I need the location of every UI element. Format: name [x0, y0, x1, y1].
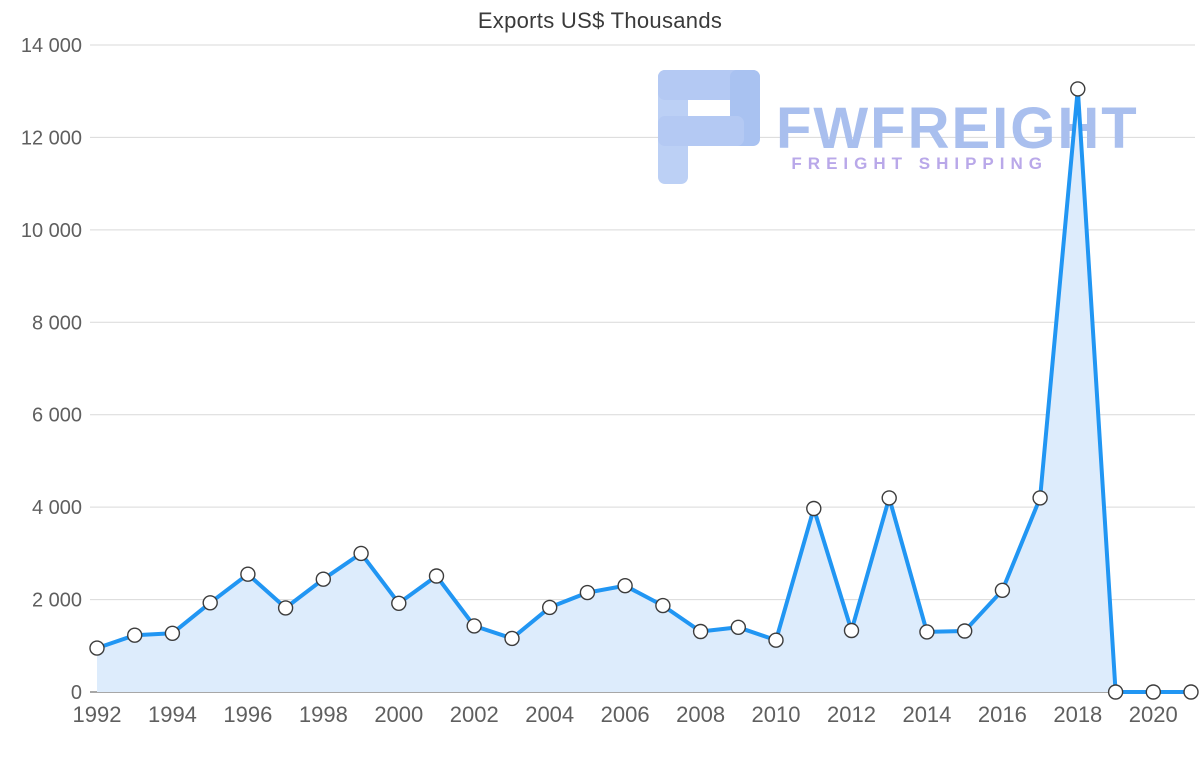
data-point-marker[interactable]	[843, 622, 860, 639]
x-tick-label: 1998	[299, 702, 348, 727]
y-tick-label: 2 000	[32, 590, 82, 612]
x-tick-label: 2012	[827, 702, 876, 727]
x-tick-label: 2020	[1129, 702, 1178, 727]
data-point-marker[interactable]	[277, 600, 294, 616]
x-tick-label: 1996	[223, 702, 272, 727]
data-point-marker[interactable]	[806, 500, 822, 517]
data-point-marker[interactable]	[1145, 684, 1162, 700]
data-point-marker[interactable]	[881, 490, 897, 506]
data-point-marker[interactable]	[89, 640, 105, 656]
x-tick-label: 2002	[450, 702, 499, 727]
data-point-marker[interactable]	[579, 584, 596, 601]
data-point-marker[interactable]	[1107, 684, 1124, 700]
x-tick-label: 2004	[525, 702, 574, 727]
watermark-brand: FWFREIGHT	[776, 96, 1139, 161]
data-point-marker[interactable]	[655, 597, 671, 614]
y-tick-label: 14 000	[21, 35, 82, 57]
data-point-marker[interactable]	[391, 595, 407, 611]
y-tick-label: 6 000	[32, 405, 82, 427]
x-tick-label: 2000	[374, 702, 423, 727]
data-point-marker[interactable]	[542, 599, 558, 616]
data-point-marker[interactable]	[919, 624, 935, 640]
data-point-marker[interactable]	[202, 595, 218, 611]
x-tick-label: 2006	[601, 702, 650, 727]
y-tick-label: 4 000	[32, 497, 82, 519]
y-tick-label: 8 000	[32, 312, 82, 334]
x-tick-label: 2018	[1053, 702, 1102, 727]
series-layer	[89, 81, 1199, 700]
y-tick-label: 12 000	[21, 127, 82, 149]
data-point-marker[interactable]	[692, 623, 709, 640]
watermark-tagline: FREIGHT SHIPPING	[791, 154, 1048, 173]
x-tick-label: 2010	[752, 702, 801, 727]
x-tick-label: 2016	[978, 702, 1027, 727]
data-point-marker[interactable]	[164, 625, 181, 641]
x-tick-label: 1994	[148, 702, 197, 727]
data-point-marker[interactable]	[1183, 684, 1199, 700]
data-point-marker[interactable]	[730, 619, 746, 635]
data-point-marker[interactable]	[768, 632, 784, 648]
series-line	[95, 86, 1193, 694]
x-tick-label: 2014	[902, 702, 951, 727]
data-point-marker[interactable]	[994, 582, 1011, 598]
data-point-marker[interactable]	[1032, 490, 1048, 506]
y-tick-label: 10 000	[21, 220, 82, 242]
chart-title: Exports US$ Thousands	[477, 8, 723, 33]
data-point-marker[interactable]	[126, 627, 143, 643]
data-point-marker[interactable]	[504, 630, 520, 647]
watermark: FWFREIGHT FREIGHT SHIPPING	[658, 70, 1139, 184]
y-tick-label: 0	[71, 682, 82, 704]
area-fill	[97, 88, 1191, 692]
x-tick-label: 2008	[676, 702, 725, 727]
data-point-marker[interactable]	[957, 623, 973, 639]
data-point-marker[interactable]	[353, 545, 369, 562]
x-tick-label: 1992	[73, 702, 122, 727]
data-point-marker[interactable]	[240, 566, 256, 582]
data-point-marker[interactable]	[315, 571, 331, 587]
data-point-marker[interactable]	[428, 568, 445, 584]
data-point-marker[interactable]	[466, 618, 482, 634]
data-point-marker[interactable]	[1070, 81, 1086, 97]
fwfreight-logo-icon	[658, 70, 760, 184]
data-point-marker[interactable]	[617, 578, 633, 594]
